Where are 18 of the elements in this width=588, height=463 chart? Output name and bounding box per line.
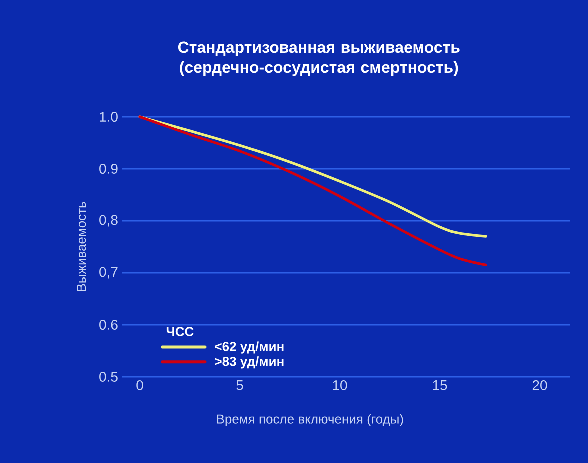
y-tick-label: 0,8 — [100, 215, 118, 227]
y-tick-label: 0.5 — [100, 372, 118, 382]
x-axis-title: Время после включения (годы) — [217, 414, 404, 426]
line-series — [138, 116, 488, 266]
legend-label: <62 уд/мин — [215, 342, 284, 354]
x-tick-label: 20 — [532, 380, 548, 390]
y-axis-title: Выживаемость — [77, 202, 86, 292]
x-tick-label: 5 — [236, 380, 244, 390]
y-tick-label: 0.6 — [100, 320, 118, 330]
y-tick-label: 0,7 — [100, 267, 118, 279]
legend-title: ЧСС — [166, 327, 194, 336]
y-tick-label: 1.0 — [100, 112, 118, 122]
x-tick-label: 15 — [433, 380, 448, 390]
legend-label: >83 уд/мин — [215, 356, 284, 369]
x-tick-label: 0 — [136, 380, 144, 390]
y-tick-label: 0.9 — [100, 164, 118, 174]
chart-title: Стандартизованная выживаемость (сердечно-сосудистая смертность) — [178, 42, 460, 76]
x-tick-label: 10 — [333, 380, 348, 390]
